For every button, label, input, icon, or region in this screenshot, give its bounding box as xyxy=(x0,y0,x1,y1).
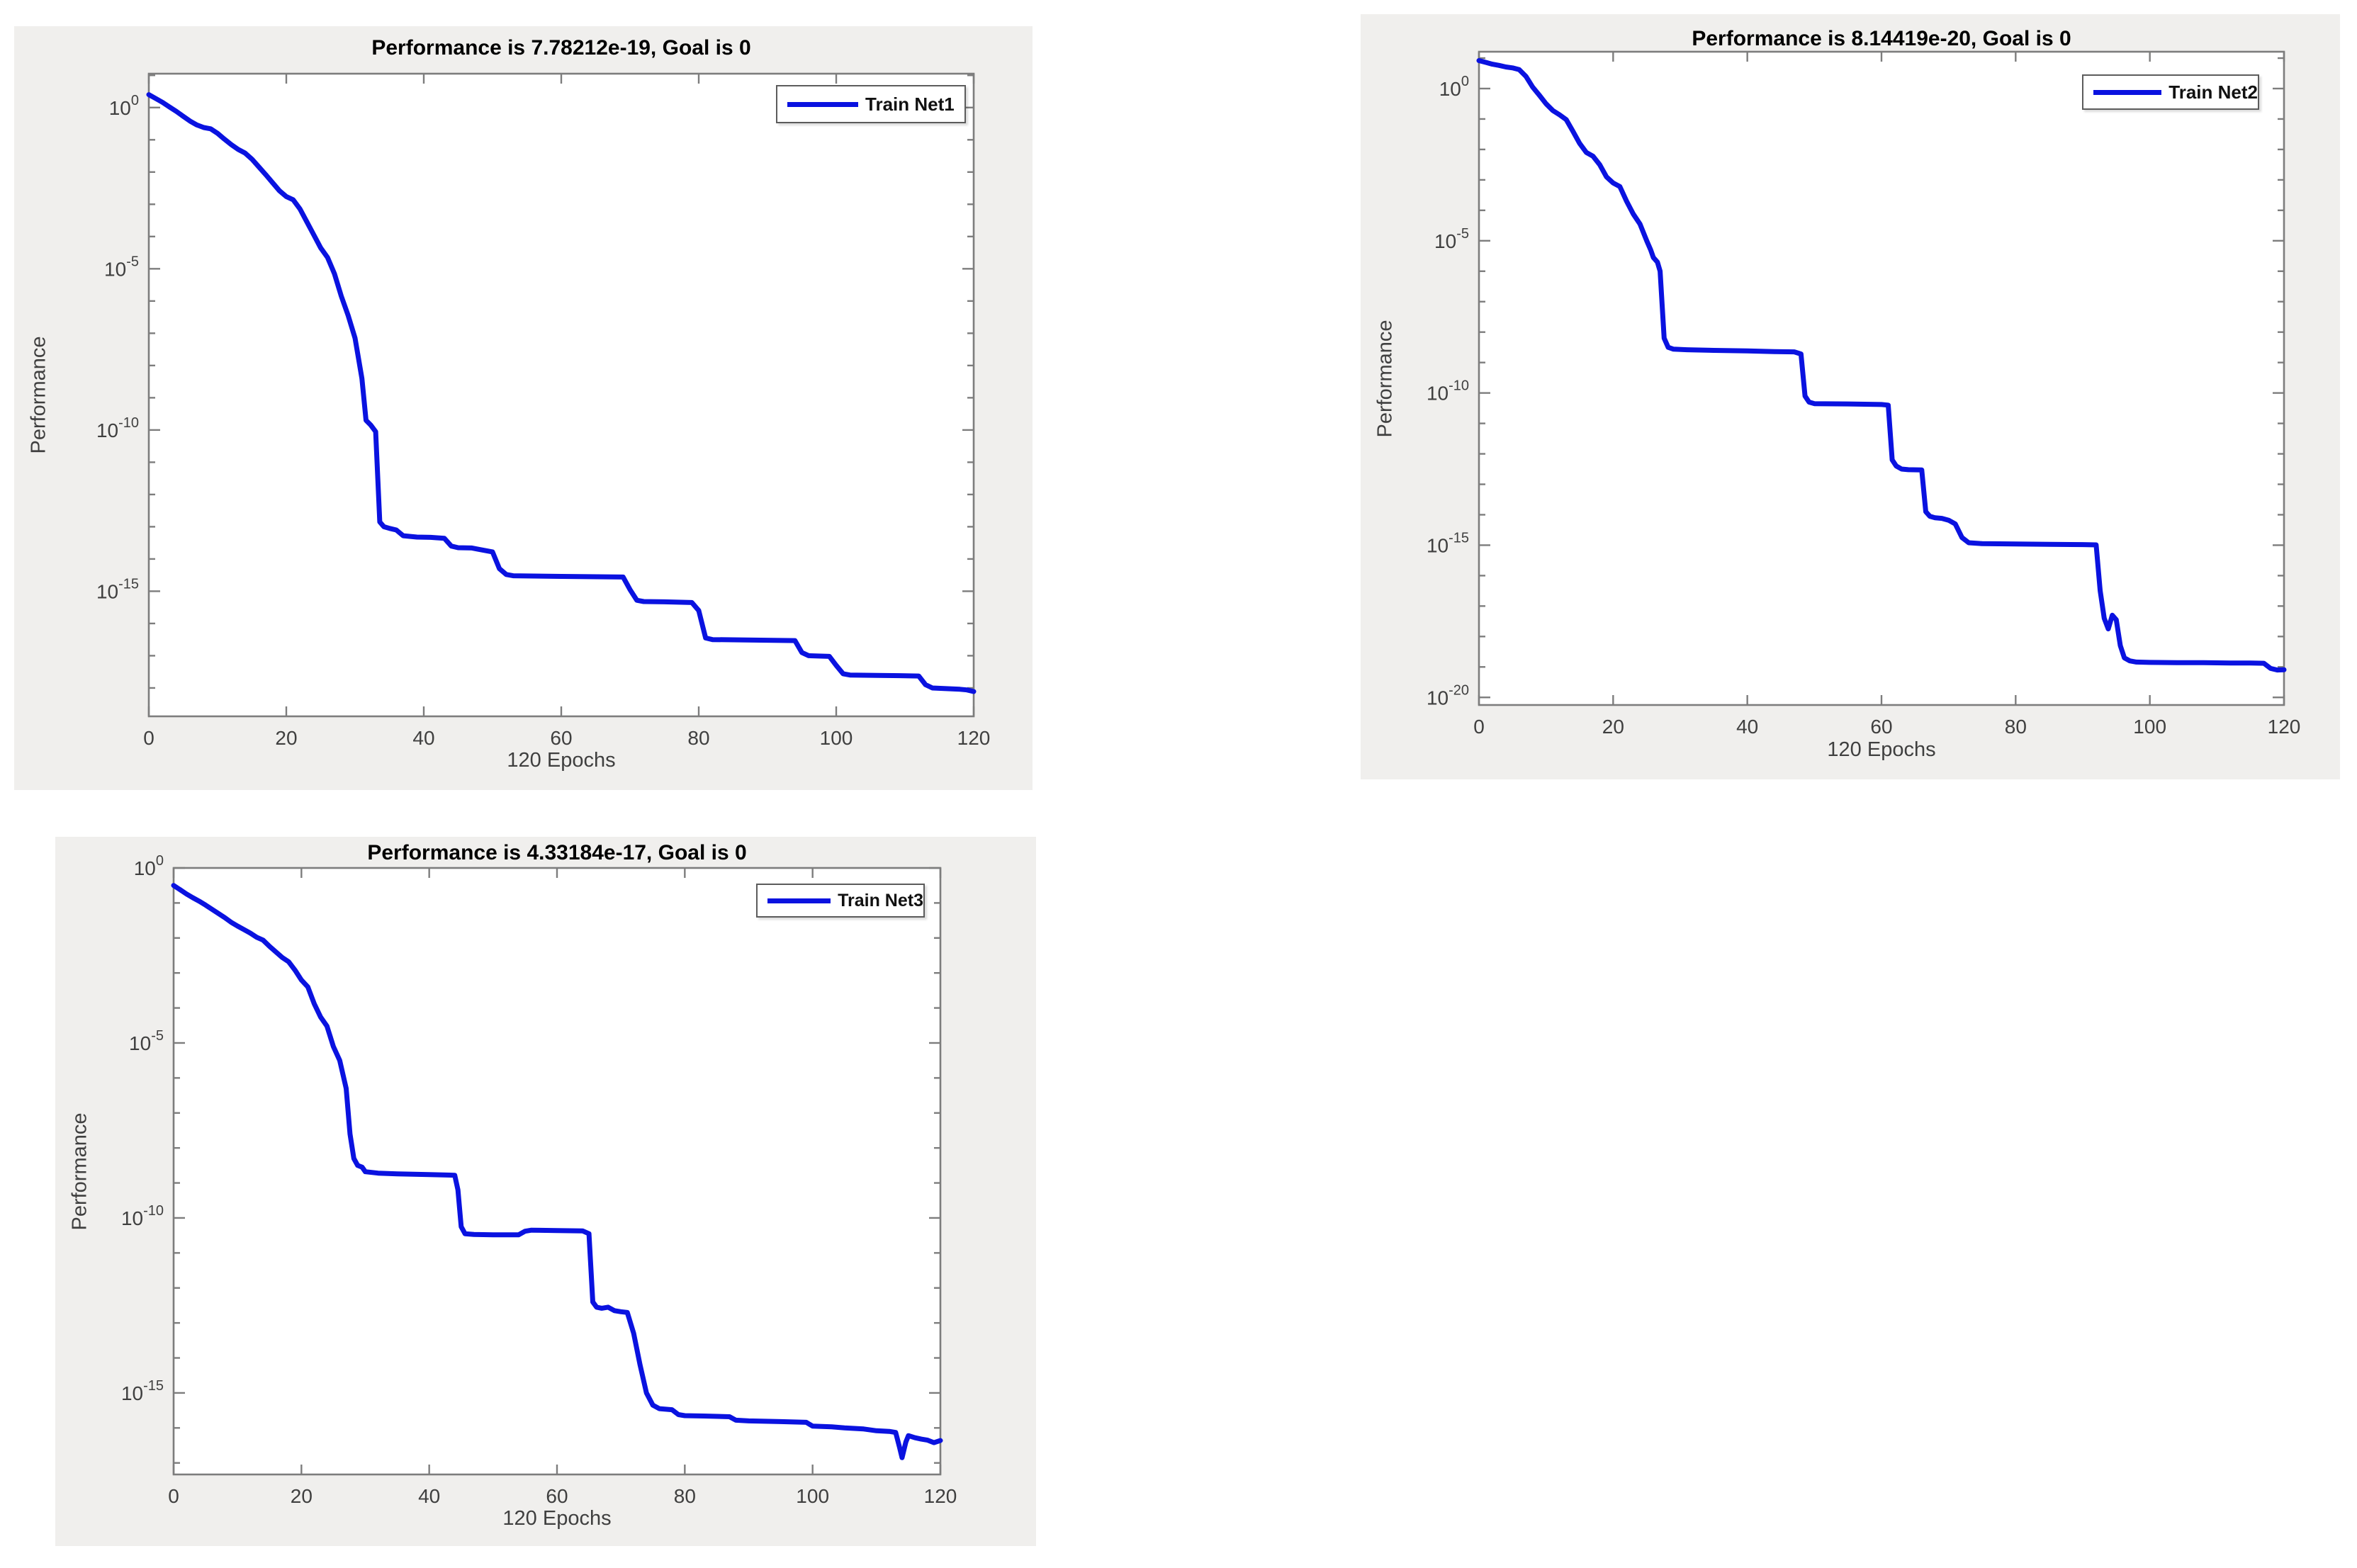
svg-text:60: 60 xyxy=(550,727,572,749)
legend-label: Train Net1 xyxy=(865,93,955,115)
legend: Train Net3 xyxy=(756,884,925,918)
svg-text:20: 20 xyxy=(275,727,297,749)
svg-text:10-10: 10-10 xyxy=(121,1203,164,1229)
svg-text:100: 100 xyxy=(820,727,853,749)
chart-title: Performance is 7.78212e-19, Goal is 0 xyxy=(371,36,751,60)
legend-label: Train Net3 xyxy=(838,890,923,910)
svg-text:100: 100 xyxy=(134,853,164,879)
plot-svg-net3: 0 20 40 60 80 100 120 100 10-5 10-10 10-15 xyxy=(121,853,957,1507)
svg-text:10-10: 10-10 xyxy=(96,415,139,441)
legend: Train Net2 xyxy=(2082,74,2259,110)
plot-svg-net1: 0 20 40 60 80 100 120 100 10-5 10-10 10-15 xyxy=(96,72,991,749)
chart-title: Performance is 4.33184e-17, Goal is 0 xyxy=(367,841,747,864)
legend: Train Net1 xyxy=(776,85,966,123)
svg-text:20: 20 xyxy=(1602,716,1624,738)
svg-text:10-5: 10-5 xyxy=(1434,226,1469,252)
x-axis-label: 120 Epochs xyxy=(1827,738,1936,761)
plot-svg-net2: 0 20 40 60 80 100 120 100 10-5 10-10 10-15 10-20 xyxy=(1427,50,2301,738)
svg-text:80: 80 xyxy=(2005,716,2027,738)
svg-text:20: 20 xyxy=(291,1485,313,1507)
svg-text:0: 0 xyxy=(168,1485,179,1507)
svg-text:100: 100 xyxy=(1439,74,1469,100)
svg-text:120: 120 xyxy=(2268,716,2301,738)
svg-text:100: 100 xyxy=(796,1485,829,1507)
svg-text:120: 120 xyxy=(957,727,991,749)
legend-line-sample xyxy=(2093,89,2162,95)
svg-text:40: 40 xyxy=(418,1485,440,1507)
legend-line-sample xyxy=(787,101,858,107)
figure-panel-net2: 0 20 40 60 80 100 120 100 10-5 10-10 10-15 10-20 Pe… xyxy=(1361,14,2340,779)
svg-text:10-5: 10-5 xyxy=(129,1028,164,1054)
y-axis-label: Performance xyxy=(68,1112,91,1231)
y-axis-label: Performance xyxy=(27,336,50,454)
legend-line-sample xyxy=(767,898,831,903)
chart-title: Performance is 8.14419e-20, Goal is 0 xyxy=(1692,27,2071,50)
svg-text:10-5: 10-5 xyxy=(104,254,139,280)
figure-panel-net1: 0 20 40 60 80 100 120 100 10-5 10-10 10-15 Perform… xyxy=(14,26,1033,790)
svg-text:80: 80 xyxy=(674,1485,696,1507)
svg-text:40: 40 xyxy=(412,727,434,749)
svg-text:100: 100 xyxy=(2133,716,2166,738)
svg-text:100: 100 xyxy=(109,93,139,119)
legend-label: Train Net2 xyxy=(2168,81,2258,103)
svg-text:0: 0 xyxy=(143,727,154,749)
svg-text:10-20: 10-20 xyxy=(1427,682,1469,709)
svg-text:10-10: 10-10 xyxy=(1427,378,1469,405)
svg-text:60: 60 xyxy=(546,1485,568,1507)
x-axis-label: 120 Epochs xyxy=(507,749,616,772)
svg-text:10-15: 10-15 xyxy=(96,576,139,602)
svg-text:60: 60 xyxy=(1870,716,1892,738)
figure-panel-net3: 0 20 40 60 80 100 120 100 10-5 10-10 10-15 Perform… xyxy=(55,837,1036,1546)
svg-text:10-15: 10-15 xyxy=(1427,530,1469,556)
x-axis-label: 120 Epochs xyxy=(502,1507,612,1530)
svg-text:80: 80 xyxy=(687,727,709,749)
y-axis-label: Performance xyxy=(1373,320,1397,438)
svg-text:0: 0 xyxy=(1473,716,1485,738)
svg-text:40: 40 xyxy=(1736,716,1758,738)
svg-text:120: 120 xyxy=(924,1485,957,1507)
svg-text:10-15: 10-15 xyxy=(121,1378,164,1404)
